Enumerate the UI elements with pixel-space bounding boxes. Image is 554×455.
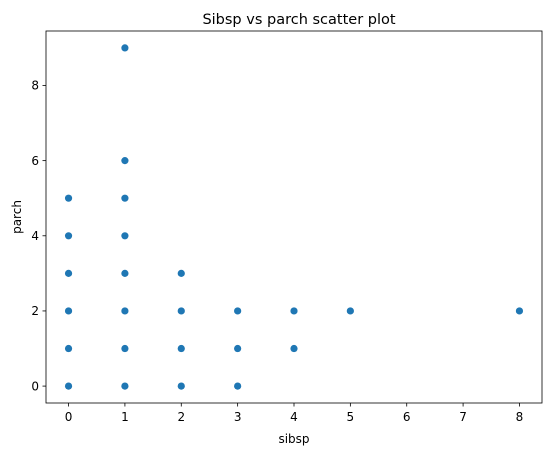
- data-point: [177, 269, 185, 277]
- data-point: [121, 382, 129, 390]
- data-point: [234, 382, 242, 390]
- x-tick-label: 0: [65, 410, 73, 424]
- y-axis-ticks: 0 2 4 6 8: [31, 79, 46, 393]
- data-point: [64, 344, 73, 353]
- data-point: [121, 269, 129, 277]
- x-tick-label: 5: [347, 410, 355, 424]
- data-point: [121, 344, 129, 353]
- data-point: [64, 269, 73, 277]
- x-tick-label: 1: [121, 410, 129, 424]
- data-point: [515, 307, 524, 315]
- x-tick-label: 2: [177, 410, 185, 424]
- y-tick-label: 0: [31, 379, 39, 393]
- x-tick-label: 6: [403, 410, 411, 424]
- x-tick-label: 7: [459, 410, 467, 424]
- x-tick-label: 8: [516, 410, 524, 424]
- data-point: [121, 307, 129, 315]
- y-tick-label: 6: [31, 154, 39, 168]
- data-point: [346, 307, 354, 315]
- data-point: [290, 344, 298, 353]
- data-point: [64, 232, 73, 240]
- data-point: [121, 44, 129, 52]
- data-points: [64, 44, 524, 390]
- data-point: [121, 232, 129, 240]
- y-axis-label: parch: [10, 200, 24, 234]
- data-point: [234, 307, 242, 315]
- x-axis-ticks: 0 1 2 3 4 5 6 7 8: [65, 403, 524, 424]
- x-tick-label: 3: [234, 410, 242, 424]
- data-point: [121, 194, 129, 202]
- data-point: [64, 307, 73, 315]
- data-point: [64, 194, 73, 202]
- x-axis-label: sibsp: [278, 432, 309, 446]
- data-point: [177, 382, 185, 390]
- data-point: [290, 307, 298, 315]
- data-point: [64, 382, 73, 390]
- data-point: [177, 344, 185, 353]
- y-tick-label: 8: [31, 79, 39, 93]
- y-tick-label: 2: [31, 304, 39, 318]
- x-tick-label: 4: [290, 410, 298, 424]
- data-point: [234, 344, 242, 353]
- data-point: [177, 307, 185, 315]
- plot-area-frame: [45, 30, 543, 404]
- y-tick-label: 4: [31, 229, 39, 243]
- chart-title: Sibsp vs parch scatter plot: [202, 12, 395, 28]
- data-point: [121, 157, 129, 165]
